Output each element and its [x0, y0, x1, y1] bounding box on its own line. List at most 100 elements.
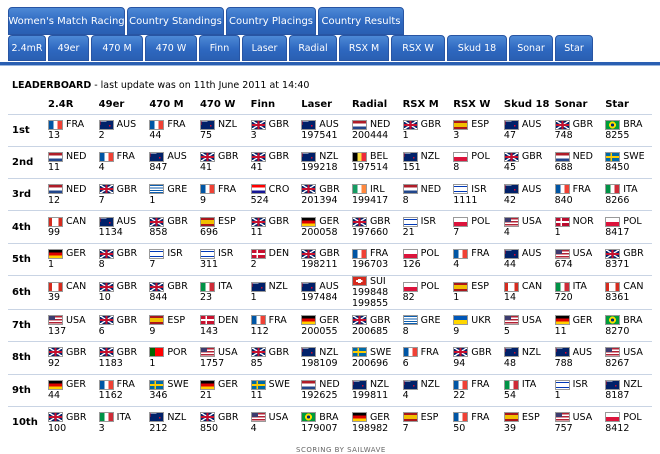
result-cell[interactable]: FRA 50: [449, 405, 500, 439]
result-cell[interactable]: USA 8267: [601, 341, 652, 375]
result-cell[interactable]: GBR 11: [246, 210, 298, 244]
result-cell[interactable]: USA 4: [499, 210, 551, 244]
result-cell[interactable]: NED 12: [44, 178, 95, 211]
result-cell[interactable]: ESP 3: [449, 113, 500, 147]
result-cell[interactable]: GBR 858: [145, 210, 196, 244]
result-cell[interactable]: AUS 2: [94, 113, 146, 147]
result-cell[interactable]: BEL 197514: [347, 145, 399, 179]
result-cell[interactable]: CAN 39: [44, 274, 95, 310]
result-cell[interactable]: NOR 1: [550, 210, 602, 244]
result-cell[interactable]: GER 11: [550, 308, 602, 342]
result-cell[interactable]: GBR 10: [94, 274, 146, 310]
result-cell[interactable]: FRA 22: [449, 373, 500, 407]
result-cell[interactable]: POL 8: [449, 145, 500, 179]
result-cell[interactable]: CAN 99: [44, 210, 95, 244]
result-cell[interactable]: GBR 3: [246, 113, 298, 147]
result-cell[interactable]: ISR 21: [398, 210, 450, 244]
result-cell[interactable]: NZL 198109: [297, 341, 348, 375]
result-cell[interactable]: IRL 199417: [347, 178, 399, 211]
result-cell[interactable]: NED 200444: [347, 113, 399, 147]
result-cell[interactable]: BRA 179007: [297, 405, 348, 439]
result-cell[interactable]: GBR 1183: [94, 341, 146, 375]
result-cell[interactable]: FRA 4: [449, 242, 500, 276]
result-cell[interactable]: NZL 8187: [601, 373, 652, 407]
result-cell[interactable]: FRA 4: [94, 145, 146, 179]
result-cell[interactable]: USA 674: [550, 242, 602, 276]
result-cell[interactable]: NED 8: [398, 178, 450, 211]
tab-skud-18[interactable]: Skud 18: [447, 35, 507, 61]
result-cell[interactable]: GBR 85: [246, 341, 298, 375]
result-cell[interactable]: GBR 198211: [297, 242, 348, 276]
result-cell[interactable]: USA 5: [499, 308, 551, 342]
result-cell[interactable]: ITA 720: [550, 274, 602, 310]
result-cell[interactable]: BRA 8270: [601, 308, 652, 342]
result-cell[interactable]: GBR 41: [195, 145, 247, 179]
result-cell[interactable]: GBR 844: [145, 274, 196, 310]
result-cell[interactable]: NZL 151: [398, 145, 450, 179]
result-cell[interactable]: AUS 47: [499, 113, 551, 147]
result-cell[interactable]: ITA 8266: [601, 178, 652, 211]
result-cell[interactable]: ISR 1111: [449, 178, 500, 211]
result-cell[interactable]: ITA 3: [94, 405, 146, 439]
result-cell[interactable]: POL 126: [398, 242, 450, 276]
tab-laser[interactable]: Laser: [242, 35, 287, 61]
result-cell[interactable]: GBR 1: [398, 113, 450, 147]
result-cell[interactable]: GBR 100: [44, 405, 95, 439]
result-cell[interactable]: POL 8412: [601, 405, 652, 439]
result-cell[interactable]: BRA 8255: [601, 113, 652, 147]
tab-49er[interactable]: 49er: [48, 35, 89, 61]
result-cell[interactable]: GBR 200685: [347, 308, 399, 342]
result-cell[interactable]: AUS 197541: [297, 113, 348, 147]
result-cell[interactable]: SWE 8450: [601, 145, 652, 179]
result-cell[interactable]: GER 200058: [297, 210, 348, 244]
result-cell[interactable]: AUS 1134: [94, 210, 146, 244]
result-cell[interactable]: GER 21: [195, 373, 247, 407]
result-cell[interactable]: SUI 199848 199855: [347, 274, 399, 310]
tab-country-placings[interactable]: Country Placings: [226, 7, 316, 35]
result-cell[interactable]: FRA 840: [550, 178, 602, 211]
result-cell[interactable]: GRE 8: [398, 308, 450, 342]
result-cell[interactable]: NZL 1: [246, 274, 298, 310]
result-cell[interactable]: ESP 9: [145, 308, 196, 342]
result-cell[interactable]: GBR 6: [94, 308, 146, 342]
result-cell[interactable]: NZL 212: [145, 405, 196, 439]
result-cell[interactable]: UKR 9: [449, 308, 500, 342]
result-cell[interactable]: DEN 143: [195, 308, 247, 342]
result-cell[interactable]: NED 192625: [297, 373, 348, 407]
result-cell[interactable]: AUS 44: [499, 242, 551, 276]
result-cell[interactable]: AUS 847: [145, 145, 196, 179]
result-cell[interactable]: NED 688: [550, 145, 602, 179]
tab-women-s-match-racing[interactable]: Women's Match Racing: [8, 7, 125, 35]
result-cell[interactable]: GBR 94: [449, 341, 500, 375]
tab-470-m[interactable]: 470 M: [91, 35, 143, 61]
result-cell[interactable]: FRA 9: [195, 178, 247, 211]
tab-country-results[interactable]: Country Results: [318, 7, 404, 35]
result-cell[interactable]: NED 11: [44, 145, 95, 179]
result-cell[interactable]: GBR 201394: [297, 178, 348, 211]
tab-2-4mr[interactable]: 2.4mR: [8, 35, 46, 61]
tab-470-w[interactable]: 470 W: [145, 35, 197, 61]
result-cell[interactable]: SWE 200696: [347, 341, 399, 375]
result-cell[interactable]: SWE 346: [145, 373, 196, 407]
result-cell[interactable]: GBR 92: [44, 341, 95, 375]
tab-rsx-m[interactable]: RSX M: [339, 35, 389, 61]
result-cell[interactable]: NZL 48: [499, 341, 551, 375]
result-cell[interactable]: GRE 1: [145, 178, 196, 211]
result-cell[interactable]: GBR 41: [246, 145, 298, 179]
result-cell[interactable]: FRA 44: [145, 113, 196, 147]
result-cell[interactable]: ISR 1: [550, 373, 602, 407]
result-cell[interactable]: NZL 4: [398, 373, 450, 407]
result-cell[interactable]: USA 757: [550, 405, 602, 439]
result-cell[interactable]: ITA 54: [499, 373, 551, 407]
result-cell[interactable]: GBR 8: [94, 242, 146, 276]
result-cell[interactable]: SWE 11: [246, 373, 298, 407]
tab-sonar[interactable]: Sonar: [509, 35, 553, 61]
result-cell[interactable]: AUS 197484: [297, 274, 348, 310]
result-cell[interactable]: AUS 788: [550, 341, 602, 375]
result-cell[interactable]: CAN 14: [499, 274, 551, 310]
result-cell[interactable]: POL 7: [449, 210, 500, 244]
result-cell[interactable]: GBR 45: [499, 145, 551, 179]
result-cell[interactable]: POL 8417: [601, 210, 652, 244]
result-cell[interactable]: FRA 196703: [347, 242, 399, 276]
result-cell[interactable]: CRO 524: [246, 178, 298, 211]
